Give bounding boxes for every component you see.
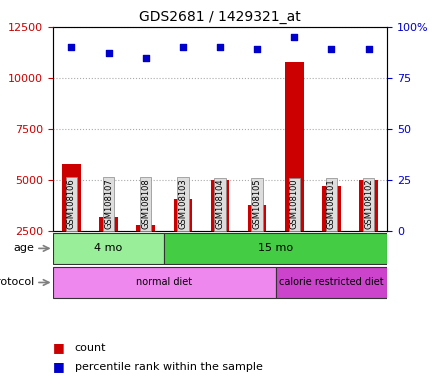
Text: GSM108106: GSM108106 (67, 179, 76, 230)
Bar (248, 205, 267, 283)
Text: age: age (13, 243, 34, 253)
Point (180, 44, 187, 50)
Text: GSM108105: GSM108105 (253, 179, 262, 230)
FancyBboxPatch shape (53, 233, 164, 264)
Text: GSM108103: GSM108103 (178, 179, 187, 230)
Text: calorie restricted diet: calorie restricted diet (279, 278, 384, 288)
FancyBboxPatch shape (164, 233, 387, 264)
Text: 15 mo: 15 mo (258, 243, 293, 253)
Point (216, 44, 224, 50)
Point (328, 46, 335, 53)
Bar (211, 180, 229, 283)
Bar (173, 199, 192, 283)
Text: percentile rank within the sample: percentile rank within the sample (75, 362, 263, 372)
Point (365, 46, 372, 53)
Text: ■: ■ (53, 341, 65, 354)
Text: GSM108107: GSM108107 (104, 179, 113, 230)
Text: GSM108104: GSM108104 (216, 179, 224, 230)
Text: count: count (75, 343, 106, 353)
Point (68, 44, 75, 50)
FancyBboxPatch shape (53, 267, 276, 298)
Text: ■: ■ (53, 360, 65, 373)
Point (142, 55, 149, 61)
Text: GSM108100: GSM108100 (290, 179, 299, 230)
Bar (359, 180, 378, 283)
Text: 4 mo: 4 mo (95, 243, 123, 253)
Point (291, 34, 298, 40)
Bar (136, 225, 155, 283)
Text: GSM108102: GSM108102 (364, 179, 373, 230)
Text: GSM108108: GSM108108 (141, 179, 150, 230)
Text: protocol: protocol (0, 278, 34, 288)
Bar (322, 186, 341, 283)
Bar (285, 62, 304, 283)
Text: GSM108101: GSM108101 (327, 179, 336, 230)
Bar (62, 164, 81, 283)
Point (105, 50, 112, 56)
Text: normal diet: normal diet (136, 278, 192, 288)
FancyBboxPatch shape (276, 267, 387, 298)
Point (253, 46, 260, 53)
Bar (99, 217, 118, 283)
Title: GDS2681 / 1429321_at: GDS2681 / 1429321_at (139, 10, 301, 25)
